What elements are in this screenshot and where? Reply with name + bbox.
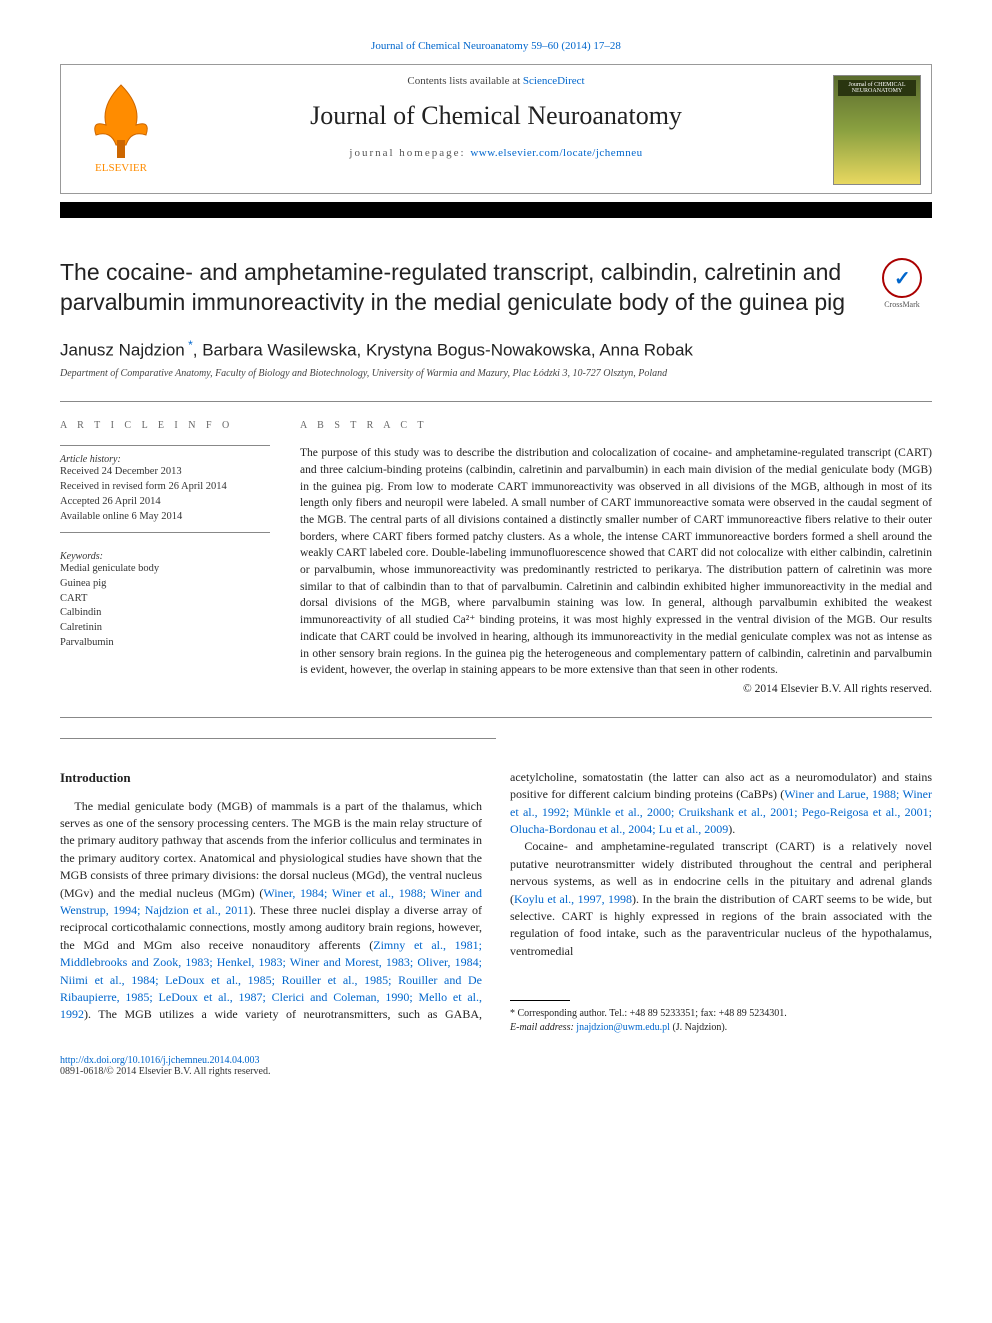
crossmark-badge[interactable]: CrossMark [872,258,932,309]
abstract-copyright: © 2014 Elsevier B.V. All rights reserved… [300,683,932,695]
article-title: The cocaine- and amphetamine-regulated t… [60,258,852,318]
keyword-item: Parvalbumin [60,636,270,651]
keywords-label: Keywords: [60,551,270,562]
keyword-item: Calretinin [60,621,270,636]
homepage-link[interactable]: www.elsevier.com/locate/jchemneu [470,147,642,159]
elsevier-logo: ELSEVIER [71,75,171,175]
keyword-item: Medial geniculate body [60,562,270,577]
contents-line: Contents lists available at ScienceDirec… [61,75,931,87]
corresponding-footnote: * Corresponding author. Tel.: +48 89 523… [510,1007,932,1035]
abstract-column: A B S T R A C T The purpose of this stud… [300,402,932,694]
article-info-label: A R T I C L E I N F O [60,420,270,431]
history-item: Received 24 December 2013 [60,465,270,480]
abstract-text: The purpose of this study was to describ… [300,445,932,678]
email-link[interactable]: jnajdzion@uwm.edu.pl [576,1022,670,1033]
keyword-item: CART [60,592,270,607]
history-item: Available online 6 May 2014 [60,510,270,525]
doi-link[interactable]: http://dx.doi.org/10.1016/j.jchemneu.201… [60,1055,260,1066]
rule [60,445,270,446]
page-footer: http://dx.doi.org/10.1016/j.jchemneu.201… [60,1055,932,1077]
body-text: Introduction The medial geniculate body … [60,769,932,1035]
article-info-column: A R T I C L E I N F O Article history: R… [60,402,270,694]
rule [60,717,932,718]
journal-cover-thumbnail: Journal of CHEMICAL NEUROANATOMY [833,75,921,185]
journal-name: Journal of Chemical Neuroanatomy [61,101,931,131]
history-item: Received in revised form 26 April 2014 [60,480,270,495]
journal-header: ELSEVIER Contents lists available at Sci… [60,64,932,194]
keyword-item: Guinea pig [60,577,270,592]
abstract-label: A B S T R A C T [300,420,932,431]
section-heading: Introduction [60,769,482,788]
rule [60,532,270,533]
crossmark-icon [882,258,922,298]
top-citation: Journal of Chemical Neuroanatomy 59–60 (… [60,40,932,52]
footnote-rule [510,1000,570,1001]
affiliation: Department of Comparative Anatomy, Facul… [60,368,932,379]
sciencedirect-link[interactable]: ScienceDirect [523,75,585,87]
history-label: Article history: [60,454,270,465]
issn-copyright: 0891-0618/© 2014 Elsevier B.V. All right… [60,1066,270,1077]
homepage-line: journal homepage: www.elsevier.com/locat… [61,147,931,159]
history-item: Accepted 26 April 2014 [60,495,270,510]
authors: Janusz Najdzion *, Barbara Wasilewska, K… [60,338,932,361]
header-rule [60,202,932,218]
rule-short [60,738,496,739]
crossmark-label: CrossMark [872,300,932,309]
elsevier-text: ELSEVIER [95,162,148,174]
keyword-item: Calbindin [60,606,270,621]
citation-link[interactable]: Koylu et al., 1997, 1998 [514,892,632,906]
